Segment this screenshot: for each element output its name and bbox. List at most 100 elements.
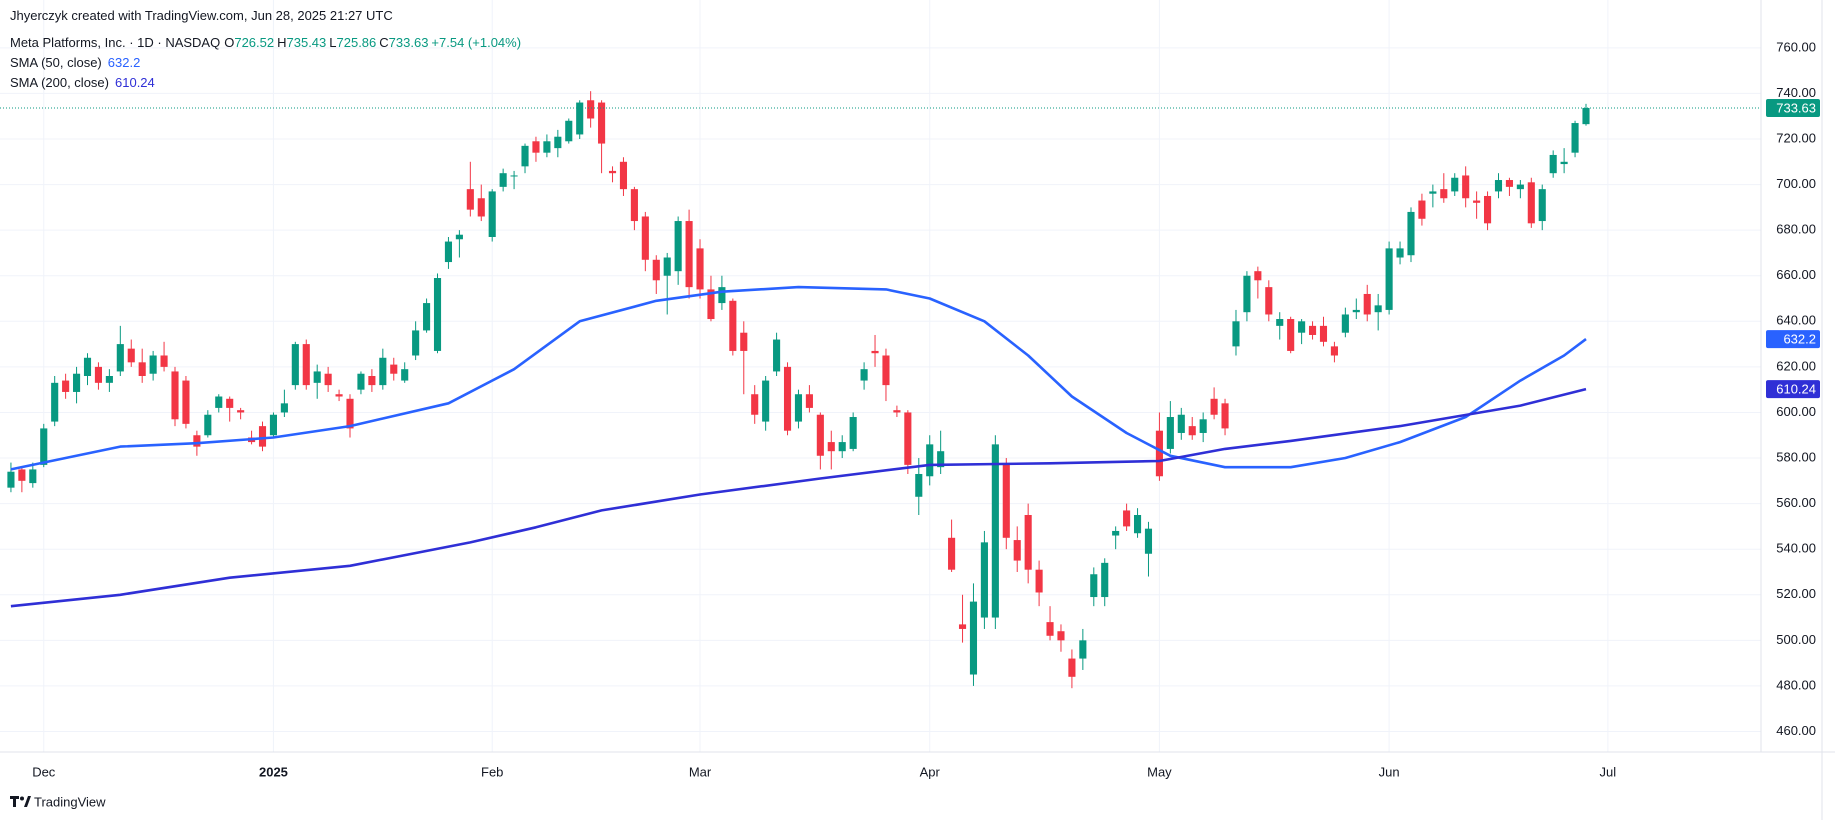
candle-body bbox=[477, 198, 485, 217]
candle-body bbox=[1276, 319, 1284, 326]
candle-body bbox=[488, 191, 496, 237]
sma-name: SMA (50, close) bbox=[10, 55, 102, 70]
sma-line bbox=[10, 285, 1587, 471]
candle-body bbox=[510, 175, 518, 177]
candle-body bbox=[1265, 287, 1273, 315]
candle-body bbox=[324, 373, 332, 386]
candle-body bbox=[958, 624, 967, 629]
candle-body bbox=[1374, 305, 1382, 313]
candle-body bbox=[1319, 325, 1328, 342]
sma-legend-row: SMA (200, close) 610.24 bbox=[10, 73, 521, 93]
candle-body bbox=[751, 394, 759, 415]
candle-body bbox=[948, 537, 956, 570]
candle-body bbox=[149, 355, 157, 374]
candle-body bbox=[521, 145, 529, 167]
sma-name: SMA (200, close) bbox=[10, 75, 109, 90]
x-tick-label: Apr bbox=[920, 764, 941, 779]
sma-tag: 632.2 bbox=[1783, 332, 1816, 347]
candle-body bbox=[762, 380, 770, 422]
candle-body bbox=[83, 357, 92, 376]
candle-body bbox=[1308, 325, 1317, 335]
y-tick-label: 500.00 bbox=[1776, 632, 1816, 647]
ohlc-value: 726.52 bbox=[234, 35, 275, 50]
candle-body bbox=[160, 355, 168, 367]
candle-body bbox=[62, 380, 70, 392]
candle-body bbox=[718, 287, 726, 304]
candle-body bbox=[357, 373, 365, 390]
candle-body bbox=[641, 216, 649, 260]
candle-body bbox=[1483, 195, 1492, 224]
candle-body bbox=[969, 601, 978, 675]
candle-body bbox=[1035, 569, 1043, 593]
candle-body bbox=[1363, 293, 1371, 315]
change: +7.54 (+1.04%) bbox=[431, 35, 522, 50]
footer-brand: TradingView bbox=[34, 794, 106, 809]
candle-body bbox=[915, 473, 923, 497]
candle-body bbox=[1243, 275, 1251, 313]
candle-body bbox=[423, 303, 431, 331]
y-tick-label: 660.00 bbox=[1776, 267, 1816, 282]
candle-body bbox=[827, 442, 835, 452]
y-tick-label: 600.00 bbox=[1776, 404, 1816, 419]
candle-body bbox=[269, 414, 278, 436]
candle-body bbox=[193, 435, 201, 447]
candle-body bbox=[346, 398, 354, 429]
candle-body bbox=[1407, 211, 1415, 256]
candle-body bbox=[663, 257, 671, 276]
sma-tag-bg bbox=[1766, 380, 1820, 399]
candle-body bbox=[1385, 248, 1393, 310]
candle-body bbox=[860, 369, 868, 381]
candle-body bbox=[904, 412, 912, 465]
candle-body bbox=[433, 278, 442, 351]
candle-body bbox=[1166, 417, 1174, 449]
candle-body bbox=[619, 161, 628, 190]
candle-body bbox=[729, 300, 737, 351]
candle-body bbox=[1462, 175, 1470, 199]
y-tick-label: 580.00 bbox=[1776, 449, 1816, 464]
candle-body bbox=[29, 469, 37, 484]
candle-body bbox=[94, 366, 102, 383]
candle-body bbox=[1494, 180, 1503, 192]
candle-body bbox=[598, 102, 606, 144]
candle-body bbox=[73, 373, 81, 392]
y-tick-label: 460.00 bbox=[1776, 723, 1816, 738]
ohlc-value: 733.63 bbox=[388, 35, 429, 50]
candle-body bbox=[740, 332, 748, 351]
symbol: Meta Platforms, Inc. · 1D · NASDAQ bbox=[10, 35, 221, 50]
candle-body bbox=[1505, 180, 1513, 187]
candle-body bbox=[1199, 419, 1207, 433]
candle-body bbox=[1571, 123, 1579, 153]
candle-body bbox=[1330, 346, 1338, 356]
candle-body bbox=[1057, 631, 1065, 641]
candle-body bbox=[51, 382, 59, 422]
y-tick-label: 760.00 bbox=[1776, 39, 1816, 54]
y-tick-label: 540.00 bbox=[1776, 541, 1816, 556]
candle-body bbox=[1002, 464, 1010, 538]
candle-body bbox=[1352, 309, 1360, 313]
candle-body bbox=[805, 394, 813, 408]
candle-body bbox=[1144, 528, 1153, 554]
sma-value: 610.24 bbox=[115, 75, 155, 90]
candle-body bbox=[882, 355, 890, 386]
candle-body bbox=[1549, 154, 1557, 174]
y-tick-label: 680.00 bbox=[1776, 222, 1816, 237]
candle-body bbox=[783, 366, 792, 431]
candle-body bbox=[455, 234, 463, 240]
candle-body bbox=[991, 444, 999, 618]
candle-body bbox=[1210, 398, 1218, 415]
sma-tag: 610.24 bbox=[1776, 382, 1816, 397]
candle-body bbox=[1451, 177, 1459, 192]
candle-body bbox=[652, 259, 660, 281]
last-price-tag-bg bbox=[1766, 98, 1820, 117]
candle-body bbox=[1341, 314, 1349, 333]
candle-body bbox=[1527, 182, 1535, 224]
candle-body bbox=[893, 410, 901, 413]
candle-body bbox=[1188, 426, 1196, 436]
candle-body bbox=[204, 414, 212, 436]
candle-body bbox=[926, 444, 934, 477]
candle-body bbox=[1068, 658, 1076, 677]
candle-body bbox=[182, 380, 190, 424]
candle-body bbox=[1123, 510, 1131, 527]
candle-body bbox=[1090, 574, 1098, 598]
